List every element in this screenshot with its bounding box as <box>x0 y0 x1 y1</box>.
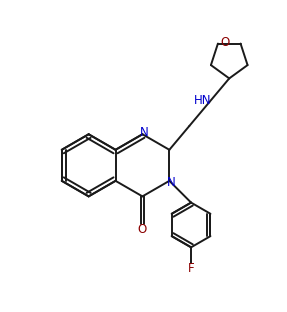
Text: O: O <box>220 36 229 48</box>
Text: F: F <box>188 262 194 275</box>
Text: N: N <box>139 126 148 139</box>
Text: N: N <box>166 176 175 189</box>
Text: O: O <box>138 223 147 236</box>
Text: HN: HN <box>194 94 211 107</box>
